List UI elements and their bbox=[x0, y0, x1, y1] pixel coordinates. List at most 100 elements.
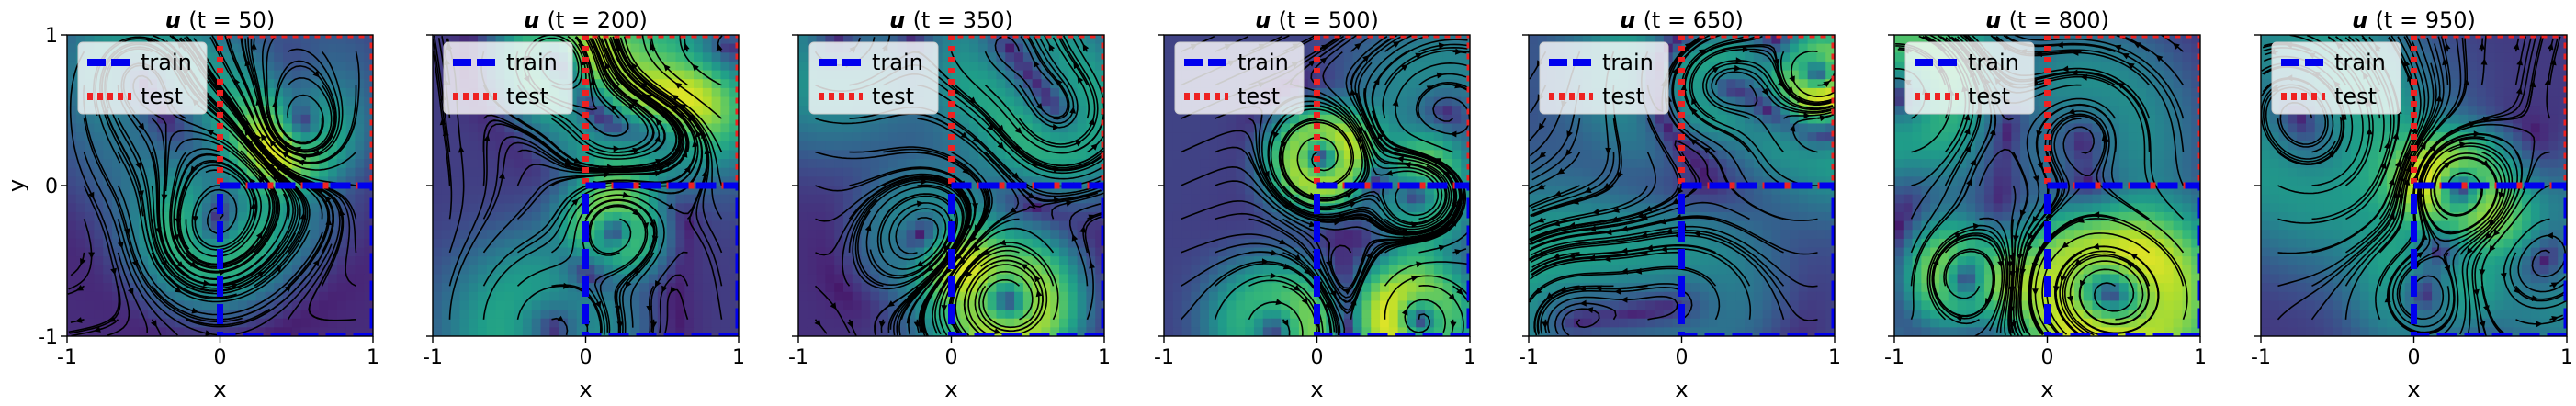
heatmap-cell bbox=[441, 220, 452, 231]
heatmap-cell bbox=[345, 327, 356, 336]
heatmap-cell bbox=[1236, 247, 1246, 257]
heatmap-cell bbox=[1041, 106, 1051, 116]
heatmap-cell bbox=[75, 186, 86, 196]
heatmap-cell bbox=[825, 327, 835, 336]
heatmap-cell bbox=[1461, 79, 1470, 89]
heatmap-cell bbox=[612, 150, 623, 160]
heatmap-cell bbox=[310, 141, 320, 152]
heatmap-cell bbox=[504, 35, 514, 45]
heatmap-cell bbox=[951, 167, 961, 177]
heatmap-cell bbox=[300, 96, 311, 107]
heatmap-cell bbox=[1425, 194, 1435, 204]
streamline-arrow bbox=[1079, 226, 1086, 233]
heatmap-cell bbox=[291, 300, 302, 310]
heatmap-cell bbox=[702, 35, 713, 45]
heatmap-cell bbox=[1172, 211, 1183, 222]
heatmap-cell bbox=[798, 176, 808, 186]
streamline-arrow bbox=[1089, 118, 1095, 126]
heatmap-cell bbox=[604, 141, 614, 152]
heatmap-cell bbox=[798, 70, 808, 80]
heatmap-cell bbox=[798, 256, 808, 266]
heatmap-cell bbox=[504, 256, 514, 266]
heatmap-cell bbox=[1236, 203, 1246, 213]
heatmap-cell bbox=[1022, 141, 1034, 152]
heatmap-cell bbox=[1208, 186, 1219, 196]
heatmap-cell bbox=[300, 87, 311, 98]
heatmap-cell bbox=[1181, 194, 1192, 204]
heatmap-cell bbox=[559, 167, 569, 177]
heatmap-cell bbox=[531, 291, 542, 302]
heatmap-cell bbox=[649, 265, 659, 276]
heatmap-cell bbox=[1217, 283, 1228, 293]
heatmap-cell bbox=[336, 167, 347, 177]
heatmap-cell bbox=[85, 310, 95, 320]
heatmap-cell bbox=[310, 238, 320, 249]
heatmap-cell bbox=[1172, 247, 1183, 257]
heatmap-cell bbox=[1361, 186, 1372, 196]
heatmap-cell bbox=[1380, 114, 1390, 125]
heatmap-cell bbox=[1307, 43, 1318, 53]
heatmap-cell bbox=[148, 327, 158, 336]
heatmap-cell bbox=[1095, 43, 1104, 53]
test-region-boundary bbox=[948, 35, 1104, 189]
heatmap-cell bbox=[1271, 256, 1282, 266]
heatmap-cell bbox=[594, 220, 604, 231]
heatmap-cell bbox=[522, 176, 533, 186]
streamline-arrow bbox=[627, 103, 636, 110]
heatmap-cell bbox=[274, 35, 284, 45]
heatmap-cell bbox=[328, 132, 338, 142]
heatmap-cell bbox=[1433, 123, 1444, 133]
heatmap-cell bbox=[870, 176, 880, 186]
heatmap-cell bbox=[67, 300, 77, 310]
heatmap-cell bbox=[924, 211, 934, 222]
heatmap-cell bbox=[621, 106, 632, 116]
heatmap-cell bbox=[504, 310, 514, 320]
heatmap-cell bbox=[201, 159, 212, 169]
heatmap-cell bbox=[711, 150, 722, 160]
heatmap-cell bbox=[1041, 327, 1051, 336]
heatmap-cell bbox=[657, 265, 668, 276]
streamline-arrow bbox=[999, 239, 1007, 246]
heatmap-cell bbox=[1208, 256, 1219, 266]
heatmap-cell bbox=[156, 194, 167, 204]
heatmap-cell bbox=[1397, 141, 1408, 152]
heatmap-cell bbox=[1164, 283, 1174, 293]
heatmap-cell bbox=[887, 159, 898, 169]
heatmap-cell bbox=[1352, 141, 1363, 152]
heatmap-cell bbox=[486, 211, 497, 222]
heatmap-cell bbox=[816, 310, 826, 320]
heatmap-cell bbox=[1014, 132, 1024, 142]
heatmap-cell bbox=[559, 300, 569, 310]
heatmap-cell bbox=[996, 79, 1006, 89]
streamline-arrow bbox=[80, 258, 86, 265]
heatmap-cell bbox=[834, 220, 844, 231]
heatmap-cell bbox=[120, 194, 131, 204]
heatmap-cell bbox=[852, 247, 863, 257]
heatmap-cell bbox=[694, 238, 704, 249]
heatmap-cell bbox=[585, 283, 595, 293]
heatmap-cell bbox=[1416, 186, 1426, 196]
heatmap-cell bbox=[1032, 35, 1043, 45]
heatmap-cell bbox=[441, 176, 452, 186]
heatmap-cell bbox=[825, 114, 835, 125]
heatmap-cell bbox=[75, 274, 86, 284]
heatmap-cell bbox=[585, 52, 595, 62]
streamline-arrow bbox=[1009, 207, 1017, 214]
heatmap-cell bbox=[210, 52, 221, 62]
y-tick-label: 1 bbox=[45, 25, 58, 48]
heatmap-cell bbox=[67, 220, 77, 231]
heatmap-cell bbox=[996, 203, 1006, 213]
heatmap-cell bbox=[798, 230, 808, 240]
heatmap-cell bbox=[675, 300, 685, 310]
streamline-arrow bbox=[1090, 143, 1098, 151]
heatmap-cell bbox=[1416, 274, 1426, 284]
heatmap-cell bbox=[1022, 114, 1034, 125]
heatmap-cell bbox=[987, 291, 998, 302]
heatmap-cell bbox=[184, 194, 194, 204]
heatmap-cell bbox=[1442, 132, 1453, 142]
heatmap-cell bbox=[798, 211, 808, 222]
heatmap-cell bbox=[694, 159, 704, 169]
heatmap-cell bbox=[987, 176, 998, 186]
heatmap-cell bbox=[238, 300, 248, 310]
heatmap-cell bbox=[1014, 291, 1024, 302]
